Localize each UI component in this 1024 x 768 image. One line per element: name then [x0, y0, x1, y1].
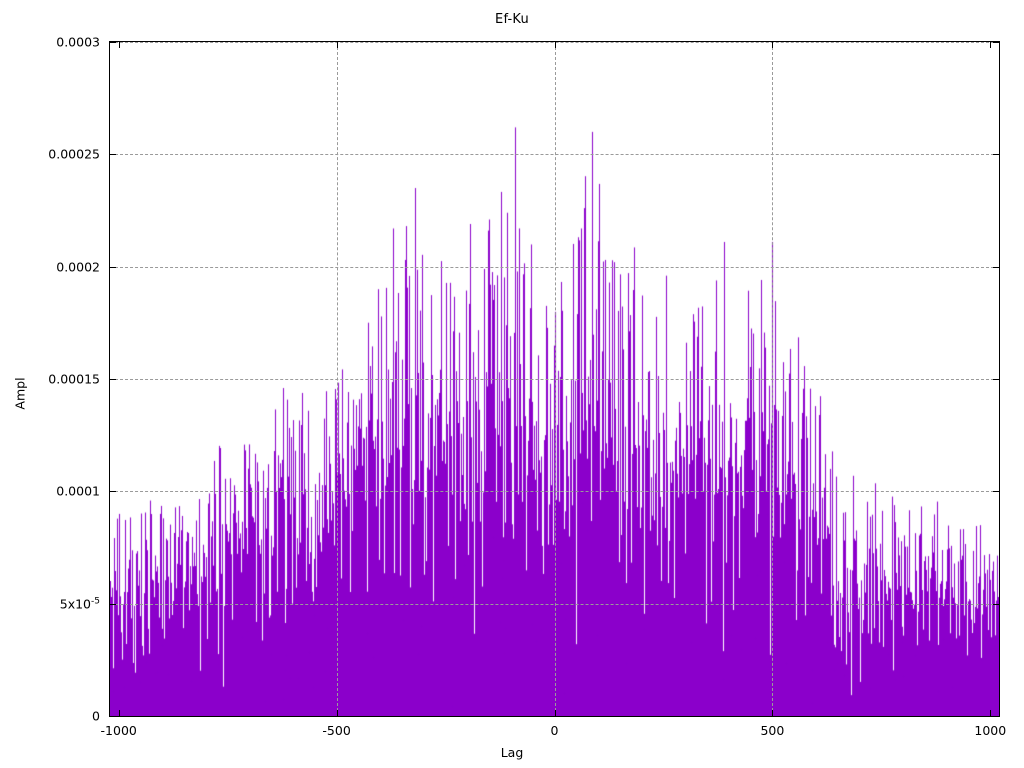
x-axis-tick: [554, 710, 556, 717]
y-axis-tick-label: 0.0002: [56, 259, 100, 275]
x-axis-tick: [118, 710, 120, 717]
x-axis-tick: [554, 41, 556, 48]
x-axis-tick: [990, 41, 992, 48]
gridline-vertical: [336, 42, 338, 716]
x-axis-tick-label: 0: [550, 723, 559, 738]
y-axis-tick: [109, 716, 116, 717]
plot-inner: [110, 42, 999, 716]
y-axis-tick-label: 0.00015: [48, 371, 100, 387]
y-axis-tick: [993, 266, 1000, 268]
y-axis-tick-label: 0.0003: [56, 34, 100, 50]
x-axis-tick: [772, 41, 774, 48]
chart-title: Ef-Ku: [495, 12, 529, 27]
x-axis-tick: [336, 41, 338, 48]
x-axis-label: Lag: [500, 745, 524, 760]
x-axis-tick-label: 1000: [974, 723, 1007, 738]
y-axis-tick-label: 0.0001: [56, 483, 100, 499]
y-axis-tick: [109, 154, 116, 156]
y-axis-tick: [993, 491, 1000, 493]
y-axis-tick: [993, 379, 1000, 380]
y-axis-tick: [109, 379, 116, 380]
plot-area: [109, 41, 1000, 717]
y-axis-tick: [109, 603, 116, 605]
y-axis-tick-label: 0: [92, 708, 100, 724]
x-axis-tick-label: -500: [322, 723, 351, 738]
y-axis-tick: [993, 154, 1000, 156]
x-axis-tick: [336, 710, 338, 717]
y-axis-tick: [993, 716, 1000, 717]
gridline-vertical: [554, 42, 556, 716]
y-axis-tick: [109, 266, 116, 268]
y-axis-tick-label: 0.00025: [48, 146, 100, 162]
x-axis-tick-label: 500: [760, 723, 785, 738]
x-axis-tick-label: -1000: [100, 723, 137, 738]
y-axis-tick: [993, 42, 1000, 43]
x-axis-tick: [772, 710, 774, 717]
y-axis-tick: [109, 491, 116, 493]
y-axis-tick: [109, 42, 116, 43]
y-axis-tick: [993, 603, 1000, 605]
x-axis-tick: [990, 710, 992, 717]
y-axis-tick-label: 5x10-5: [59, 596, 100, 612]
x-axis-tick: [118, 41, 120, 48]
gridline-vertical: [772, 42, 774, 716]
